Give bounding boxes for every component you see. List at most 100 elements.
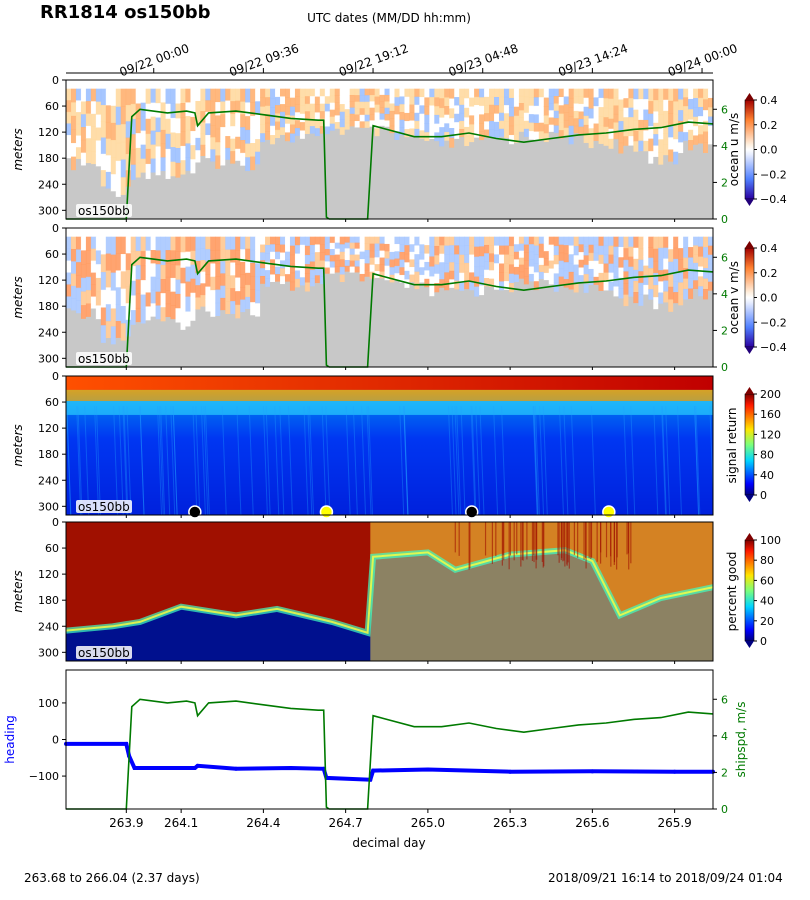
panel-frame (65, 521, 714, 662)
colorbar-tick-label: 0.4 (760, 94, 778, 107)
heading-point (425, 767, 430, 772)
top-tick-label: 09/24 00:00 (666, 41, 739, 79)
colorbar: 100 80 60 40 20 0 percent good (725, 533, 781, 648)
footer-date-range: 2018/09/21 16:14 to 2018/09/24 01:04 (548, 871, 783, 885)
x-axis-label: decimal day (352, 836, 425, 850)
top-tick-label: 09/22 00:00 (118, 41, 191, 79)
colorbar-extend-bottom (745, 199, 754, 206)
x-tick-label: 263.9 (109, 816, 143, 830)
inset-label-text: os150bb (78, 204, 130, 218)
time-marker (188, 505, 202, 519)
colorbar-tick-label: 0.2 (760, 267, 778, 280)
colorbar-tick-label: −0.4 (760, 193, 787, 206)
heading-point (233, 766, 238, 771)
x-tick-label: 264.7 (328, 816, 362, 830)
panel-2: 0 60 120 180 240 300 meters os150bb 200 160 120 80 4… (11, 370, 781, 519)
y-tick-label: 0 (52, 222, 59, 235)
panel-0: 6420060120180240300metersos150bb0.40.20.… (11, 74, 787, 226)
x-tick-label: 264.1 (164, 816, 198, 830)
top-date-axis: UTC dates (MM/DD hh:mm) 09/22 00:00 09/22 … (66, 11, 739, 79)
inset-label: os150bb (76, 204, 132, 218)
colorbar-fill (744, 393, 755, 496)
right-tick-label: 0 (721, 213, 728, 226)
colorbar-tick-label: 20 (760, 615, 774, 628)
heading-point (371, 768, 376, 773)
y-tick-label: 240 (38, 474, 59, 487)
heading-point (195, 763, 200, 768)
colorbar-tick-label: 200 (760, 388, 781, 401)
y-tick-label: 60 (45, 248, 59, 261)
x-tick-label: 265.6 (575, 816, 609, 830)
colorbar-tick-label: 160 (760, 408, 781, 421)
colorbar-extend-top (745, 241, 754, 248)
panel-frame (65, 79, 714, 220)
y-tick-label: 180 (38, 594, 59, 607)
colorbar-fill (744, 247, 755, 348)
y-axis-label: meters (11, 424, 25, 466)
colorbar: 200 160 120 80 40 0 signal return (725, 387, 781, 502)
colorbar-tick-label: 100 (760, 534, 781, 547)
y-tick-label: −100 (29, 770, 59, 783)
colorbar-tick-label: 80 (760, 554, 774, 567)
right-tick-label: 2 (721, 324, 728, 337)
colorbar-extend-bottom (745, 347, 754, 354)
line-panel-background (66, 670, 713, 809)
right-tick-label: 4 (721, 730, 728, 743)
right-tick-label: 6 (721, 103, 728, 116)
panel-1: 6420060120180240300metersos150bb0.40.20.… (11, 222, 787, 374)
colorbar-tick-label: 0 (760, 635, 767, 648)
colorbar: 0.4 0.2 0.0 −0.2 −0.4 ocean u m/s (727, 93, 787, 206)
colorbar-label: ocean v m/s (727, 261, 741, 334)
heatmap-body (66, 376, 713, 515)
y-axis-label: meters (11, 570, 25, 612)
heading-point (288, 766, 293, 771)
heading-axis-label: heading (3, 715, 17, 764)
y-tick-label: 180 (38, 152, 59, 165)
heading-point (672, 769, 677, 774)
shipspd-axis-label: shipspd, m/s (734, 702, 748, 778)
colorbar-tick-label: 0.4 (760, 242, 778, 255)
colorbar-tick-label: 80 (760, 449, 774, 462)
heading-point (132, 766, 137, 771)
y-tick-label: 120 (38, 568, 59, 581)
heatmap-body (66, 522, 713, 661)
top-tick-label: 09/22 19:12 (337, 41, 410, 79)
right-tick-label: 6 (721, 251, 728, 264)
colorbar-tick-label: 0 (760, 489, 767, 502)
colorbar-tick-label: 0.0 (760, 292, 778, 305)
right-tick-label: 4 (721, 288, 728, 301)
colorbar-label: percent good (725, 552, 739, 632)
y-tick-label: 60 (45, 396, 59, 409)
y-tick-label: 240 (38, 326, 59, 339)
heading-point (508, 769, 513, 774)
colorbar-tick-label: 120 (760, 428, 781, 441)
y-tick-label: 0 (52, 516, 59, 529)
right-tick-label: 0 (721, 361, 728, 374)
surface-band (66, 376, 713, 390)
panel-frame (65, 375, 714, 516)
y-tick-label: 60 (45, 100, 59, 113)
colorbar: 0.4 0.2 0.0 −0.2 −0.4 ocean v m/s (727, 241, 787, 354)
footer-day-range: 263.68 to 266.04 (2.37 days) (24, 871, 200, 885)
right-tick-label: 2 (721, 766, 728, 779)
panel-frame (65, 227, 714, 368)
colorbar-extend-top (745, 533, 754, 540)
y-tick-label: 0 (52, 734, 59, 747)
y-tick-label: 120 (38, 126, 59, 139)
colorbar-label: ocean u m/s (727, 113, 741, 187)
heatmap-body (66, 228, 713, 367)
right-tick-label: 0 (721, 803, 728, 816)
colorbar-extend-top (745, 93, 754, 100)
line-panel: 100 0 −100 6 4 2 0 263.9 264.1 264.4 264.7 265.0 265… (3, 669, 748, 850)
colorbar-tick-label: −0.2 (760, 316, 787, 329)
inset-label: os150bb (76, 352, 132, 366)
right-tick-label: 4 (721, 140, 728, 153)
y-tick-label: 240 (38, 178, 59, 191)
y-tick-label: 120 (38, 274, 59, 287)
inset-label-text: os150bb (78, 352, 130, 366)
y-tick-label: 0 (52, 370, 59, 383)
colorbar-label: signal return (725, 407, 739, 483)
colorbar-tick-label: 60 (760, 574, 774, 587)
y-tick-label: 120 (38, 422, 59, 435)
colorbar-fill (744, 99, 755, 200)
